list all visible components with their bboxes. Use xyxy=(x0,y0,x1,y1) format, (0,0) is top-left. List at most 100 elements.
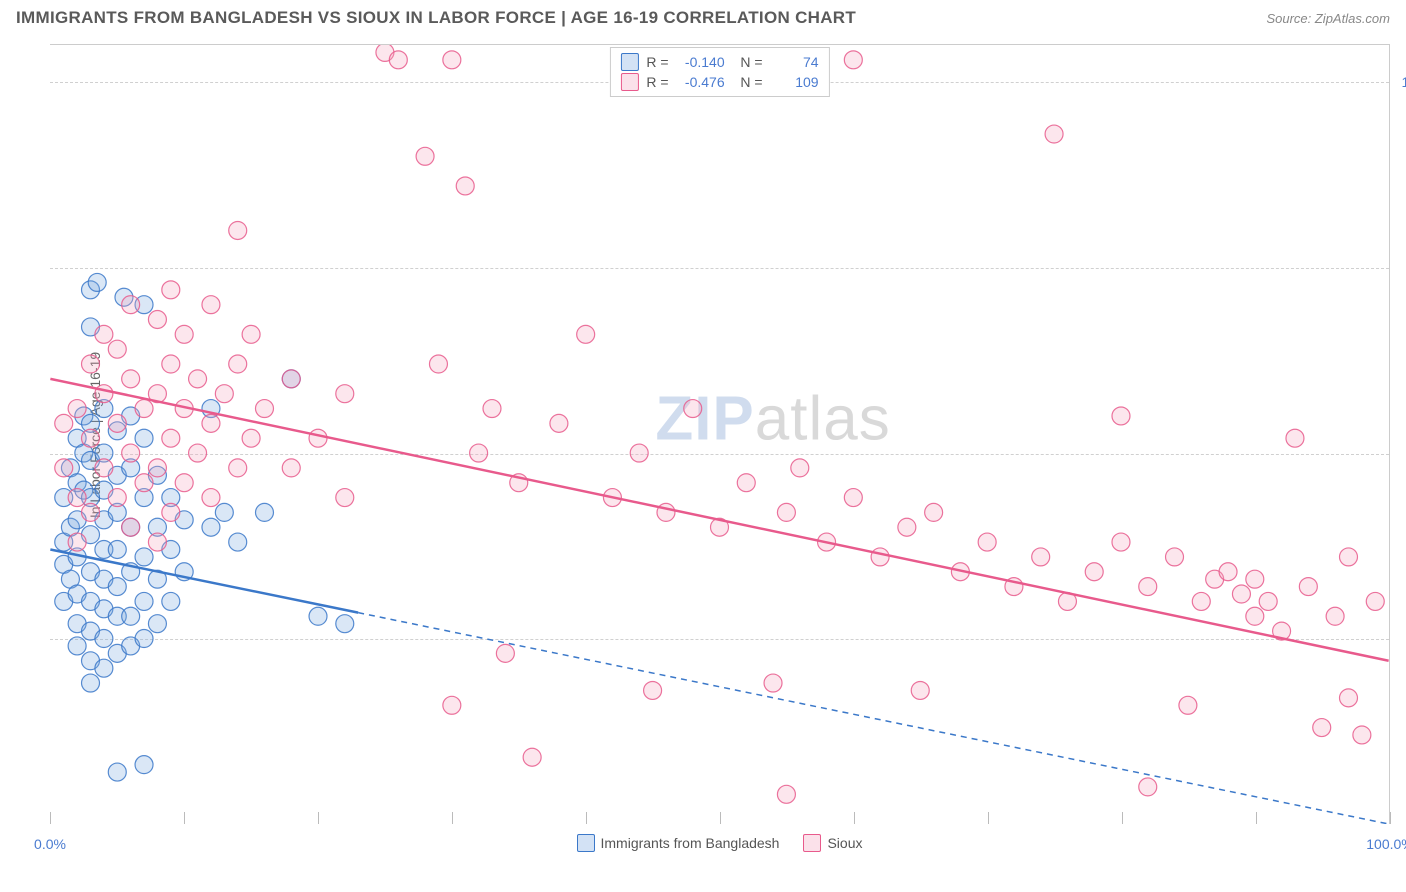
stats-r-label: R = xyxy=(646,74,668,90)
x-tick-label: 100.0% xyxy=(1366,836,1406,852)
data-point xyxy=(483,400,501,418)
data-point xyxy=(684,400,702,418)
data-point xyxy=(108,763,126,781)
data-point xyxy=(135,592,153,610)
data-point xyxy=(443,696,461,714)
data-point xyxy=(175,325,193,343)
data-point xyxy=(1192,592,1210,610)
data-point xyxy=(68,400,86,418)
legend-item: Sioux xyxy=(803,834,862,852)
stats-row: R =-0.140 N =74 xyxy=(620,52,818,72)
data-point xyxy=(202,518,220,536)
data-point xyxy=(777,503,795,521)
data-point xyxy=(215,503,233,521)
data-point xyxy=(630,444,648,462)
y-tick-label: 50.0% xyxy=(1394,446,1406,462)
data-point xyxy=(229,459,247,477)
source-label: Source: xyxy=(1266,11,1314,26)
data-point xyxy=(108,541,126,559)
data-point xyxy=(95,659,113,677)
y-tick-label: 25.0% xyxy=(1394,631,1406,647)
data-point xyxy=(470,444,488,462)
data-point xyxy=(1246,570,1264,588)
data-point xyxy=(135,400,153,418)
data-point xyxy=(416,147,434,165)
data-point xyxy=(1246,607,1264,625)
data-point xyxy=(737,474,755,492)
data-point xyxy=(108,414,126,432)
data-point xyxy=(1340,689,1358,707)
data-point xyxy=(202,414,220,432)
data-point xyxy=(189,444,207,462)
source-attribution: Source: ZipAtlas.com xyxy=(1266,11,1390,26)
stats-n-label: N = xyxy=(733,54,763,70)
legend-swatch xyxy=(577,834,595,852)
data-point xyxy=(95,630,113,648)
data-point xyxy=(336,489,354,507)
data-point xyxy=(1326,607,1344,625)
data-point xyxy=(175,474,193,492)
legend-item: Immigrants from Bangladesh xyxy=(577,834,780,852)
data-point xyxy=(162,281,180,299)
data-point xyxy=(82,674,100,692)
data-point xyxy=(229,221,247,239)
stats-r-value: -0.476 xyxy=(677,74,725,90)
data-point xyxy=(202,296,220,314)
data-point xyxy=(282,459,300,477)
data-point xyxy=(135,474,153,492)
data-point xyxy=(978,533,996,551)
data-point xyxy=(82,429,100,447)
data-point xyxy=(844,489,862,507)
data-point xyxy=(255,503,273,521)
data-point xyxy=(1340,548,1358,566)
data-point xyxy=(68,637,86,655)
data-point xyxy=(1112,533,1130,551)
data-point xyxy=(148,459,166,477)
legend-label: Immigrants from Bangladesh xyxy=(601,835,780,851)
correlation-chart: In Labor Force | Age 16-19 ZIPatlas R =-… xyxy=(50,44,1390,824)
data-point xyxy=(496,644,514,662)
data-point xyxy=(871,548,889,566)
data-point xyxy=(122,444,140,462)
data-point xyxy=(791,459,809,477)
data-point xyxy=(1366,592,1384,610)
data-point xyxy=(1259,592,1277,610)
data-point xyxy=(255,400,273,418)
data-point xyxy=(242,429,260,447)
data-point xyxy=(148,615,166,633)
data-point xyxy=(189,370,207,388)
x-tick xyxy=(1390,812,1391,824)
data-point xyxy=(577,325,595,343)
stats-r-value: -0.140 xyxy=(677,54,725,70)
data-point xyxy=(135,548,153,566)
data-point xyxy=(135,756,153,774)
chart-header: IMMIGRANTS FROM BANGLADESH VS SIOUX IN L… xyxy=(0,0,1406,32)
data-point xyxy=(1286,429,1304,447)
legend-swatch xyxy=(803,834,821,852)
data-point xyxy=(777,785,795,803)
data-point xyxy=(229,533,247,551)
data-point xyxy=(88,273,106,291)
data-point xyxy=(1166,548,1184,566)
data-point xyxy=(336,385,354,403)
scatter-plot-svg xyxy=(50,45,1389,824)
data-point xyxy=(162,503,180,521)
data-point xyxy=(1179,696,1197,714)
data-point xyxy=(1313,719,1331,737)
stats-n-value: 74 xyxy=(771,54,819,70)
trend-line-solid xyxy=(50,379,1388,661)
data-point xyxy=(764,674,782,692)
data-point xyxy=(95,325,113,343)
data-point xyxy=(55,414,73,432)
data-point xyxy=(456,177,474,195)
data-point xyxy=(135,429,153,447)
data-point xyxy=(108,578,126,596)
data-point xyxy=(523,748,541,766)
data-point xyxy=(148,311,166,329)
legend-swatch xyxy=(620,53,638,71)
legend-label: Sioux xyxy=(827,835,862,851)
bottom-legend: Immigrants from Bangladesh Sioux xyxy=(577,834,863,852)
y-tick-label: 75.0% xyxy=(1394,260,1406,276)
data-point xyxy=(1045,125,1063,143)
trend-line-dashed xyxy=(358,613,1388,824)
